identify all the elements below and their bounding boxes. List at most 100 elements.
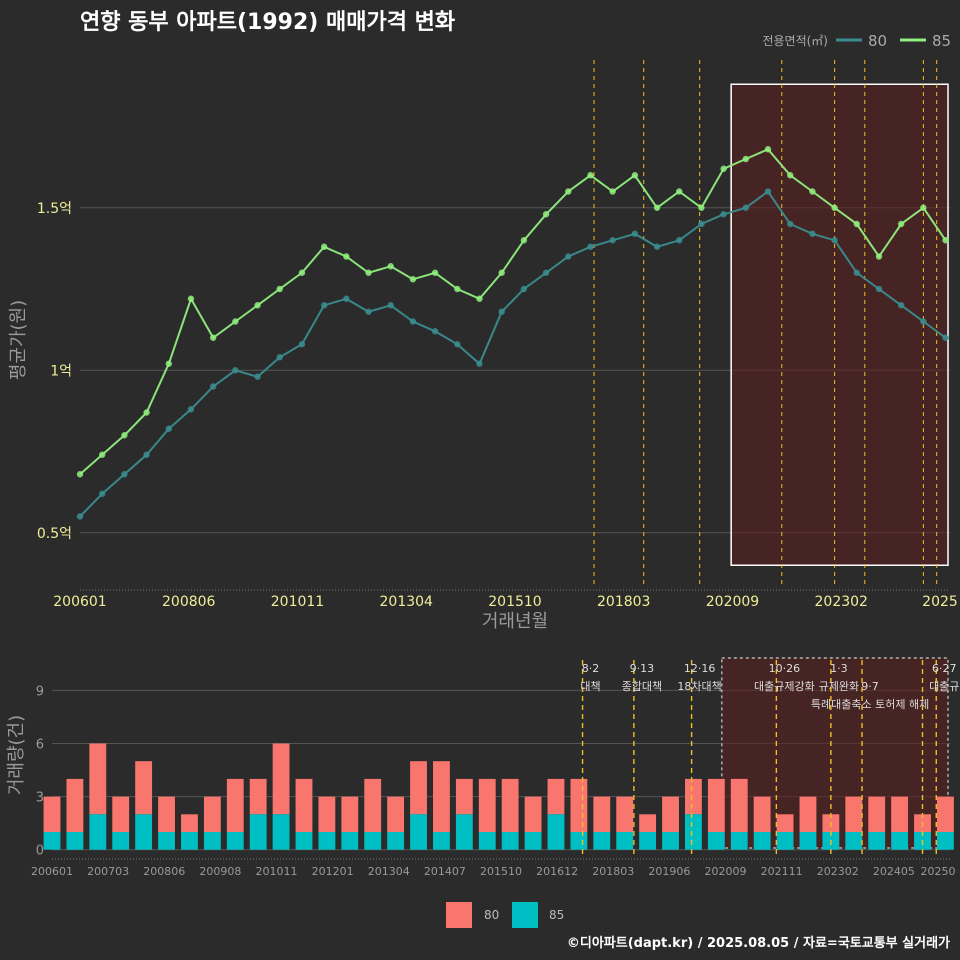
price-point-80 [565,253,572,260]
volume-x-tick: 202111 [761,865,803,878]
volume-bar-80 [410,761,427,815]
price-point-85 [76,471,84,478]
price-point-80 [76,513,84,520]
volume-bar-80 [593,796,611,832]
price-x-tick: 201011 [271,594,324,610]
volume-x-tick: 201304 [368,865,410,878]
price-point-80 [454,341,461,348]
price-point-85 [143,409,150,416]
price-point-85 [343,253,350,260]
volume-bar-80 [135,761,153,815]
legend-label-85: 85 [932,32,951,50]
volume-bar-85 [868,831,886,850]
volume-bar-85 [639,831,657,850]
price-point-80 [232,367,239,374]
price-x-tick: 202302 [815,594,868,610]
price-point-80 [143,451,150,458]
price-x-tick: 200806 [162,594,216,610]
price-point-85 [387,263,394,270]
volume-x-tick: 20250 [921,865,956,878]
volume-x-tick: 200806 [143,865,185,878]
volume-bar-80 [272,743,290,815]
policy-date-label: 9·13 [630,662,655,675]
volume-x-tick: 201612 [536,865,578,878]
price-point-85 [320,243,328,250]
volume-x-tick: 201906 [648,865,690,878]
volume-bar-80 [570,778,588,832]
volume-x-tick: 200601 [31,865,73,878]
price-point-80 [764,188,772,195]
price-point-80 [942,334,949,341]
volume-bar-80 [89,743,107,815]
price-point-85 [121,432,128,439]
footer-credit: ©디아파트(dapt.kr) / 2025.08.05 / 자료=국토교통부 실… [567,935,950,951]
price-point-80 [365,308,372,315]
price-point-80 [676,237,683,244]
legend-label-vol-80: 80 [484,908,499,922]
price-panel: 0.5억 1억 1.5억 200601 200806 201011 201304 201510… [37,60,958,610]
volume-x-tick: 201011 [256,865,298,878]
volume-x-tick: 202009 [705,865,747,878]
price-point-85 [365,269,372,276]
price-x-tick: 200601 [53,594,106,610]
volume-bar-85 [135,814,153,850]
price-point-85 [476,295,483,302]
price-point-80 [720,211,727,218]
price-point-80 [409,318,417,325]
volume-bar-85 [158,831,175,850]
volume-bar-80 [685,778,702,815]
price-y-tick: 1.5억 [37,201,72,217]
volume-bar-85 [112,831,130,850]
price-x-tick: 201803 [597,594,650,610]
volume-bar-85 [730,831,748,850]
price-point-85 [498,269,505,276]
price-y-tick: 0.5억 [37,526,72,542]
volume-bar-85 [455,814,473,850]
volume-x-tick: 200908 [199,865,241,878]
volume-bar-80 [730,778,748,832]
price-point-80 [653,243,661,250]
price-point-80 [787,220,794,228]
legend-label-80: 80 [868,32,887,50]
volume-bar-80 [295,778,313,832]
volume-bar-80 [158,796,175,832]
price-point-85 [587,172,594,179]
price-x-tick: 202009 [706,594,759,610]
legend-title: 전용면적(㎡) [762,34,828,48]
price-point-85 [298,269,306,276]
price-point-85 [542,211,550,218]
price-point-80 [742,204,750,211]
volume-bar-80 [203,796,221,832]
volume-bar-85 [936,831,954,850]
chart-title: 연향 동부 아파트(1992) 매매가격 변화 [80,10,455,35]
price-point-80 [831,237,838,244]
policy-date-label: 9·7 [861,680,879,693]
volume-bar-80 [753,796,771,832]
volume-bar-80 [662,796,679,832]
volume-bar-85 [89,814,107,850]
price-point-80 [853,269,860,276]
volume-bar-85 [753,831,771,850]
volume-bar-80 [66,778,84,832]
volume-legend: 80 85 [446,902,564,928]
volume-x-tick: 201803 [592,865,634,878]
volume-bar-85 [226,831,244,850]
volume-bar-85 [318,831,336,850]
price-point-80 [320,302,328,309]
volume-bar-85 [410,814,427,850]
policy-name-label: 대출규제강화 [754,680,815,693]
price-point-80 [387,302,394,309]
price-x-tick: 201304 [380,594,434,610]
policy-date-label: 10·26 [769,662,801,675]
price-x-tick: 2025 [922,594,958,610]
price-point-85 [742,155,750,163]
legend-swatch-vol-80 [446,902,472,928]
price-point-85 [454,285,461,293]
volume-panel: 0 3 6 9 8·2 대책 9·13 종합대책 12·16 18차대책 10·26 대출규제강화 1·… [31,657,959,878]
price-point-80 [498,308,505,315]
price-point-85 [920,204,927,211]
price-point-85 [897,220,905,228]
volume-bar-85 [364,831,382,850]
